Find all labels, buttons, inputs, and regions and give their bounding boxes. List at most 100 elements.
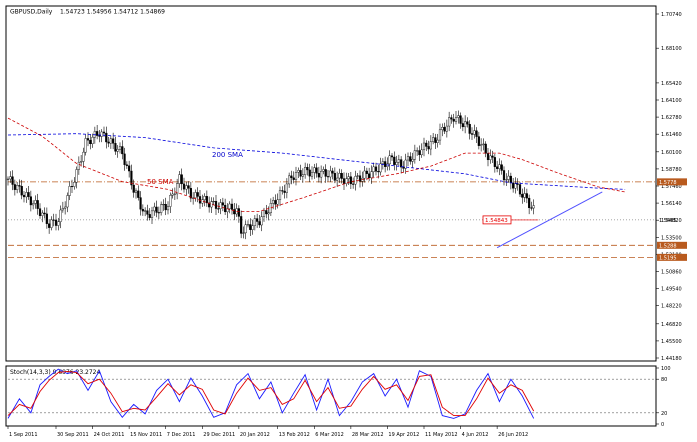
level-label: 1.5288 <box>659 243 677 249</box>
candle-body <box>320 170 323 178</box>
level-label: 1.5485 <box>659 218 677 224</box>
candle-body <box>178 174 181 184</box>
candle-body <box>518 184 522 195</box>
candle-body <box>176 183 179 195</box>
candle-body <box>281 190 284 192</box>
candle-body <box>498 164 501 169</box>
current-price-marker: 1.54843 <box>482 215 539 225</box>
x-tick-label: 20 Jan 2012 <box>240 432 270 438</box>
candle-body <box>9 176 12 180</box>
candle-body <box>377 171 380 173</box>
candle-body <box>233 209 236 215</box>
candle-body <box>77 161 80 170</box>
candle-body <box>144 210 147 212</box>
candle-body <box>473 130 476 135</box>
candle-body <box>317 173 320 178</box>
candle-body <box>18 185 21 187</box>
price-y-tick-label: 1.44180 <box>661 356 682 362</box>
candle-body <box>208 202 211 208</box>
candle-body <box>272 200 275 204</box>
candle-body <box>221 202 224 206</box>
candle-body <box>38 208 42 216</box>
candle-body <box>500 164 503 171</box>
candle-body <box>13 184 16 190</box>
candle-body <box>528 197 531 209</box>
candle-body <box>256 218 259 222</box>
candle-body <box>448 117 451 127</box>
candle-body <box>224 204 227 213</box>
candle-body <box>397 159 400 163</box>
candle-body <box>457 115 460 118</box>
candle-body <box>251 225 254 230</box>
candle-body <box>228 203 231 209</box>
candle-body <box>338 173 341 179</box>
candle-body <box>230 203 234 210</box>
candle-body <box>25 192 28 198</box>
price-y-tick-label: 1.46820 <box>661 322 682 328</box>
candle-body <box>509 175 512 184</box>
price-panel-frame <box>5 5 657 362</box>
candle-body <box>413 150 416 160</box>
candle-body <box>342 178 346 184</box>
sma-200-label: 200 SMA <box>212 151 243 159</box>
candle-body <box>260 216 263 226</box>
candle-body <box>306 167 309 171</box>
candle-body <box>98 135 101 137</box>
candle-body <box>301 174 304 177</box>
price-chart-title: GBPUSD,Daily <box>10 9 53 16</box>
candle-body <box>505 179 508 181</box>
candle-body <box>470 133 474 135</box>
candle-body <box>73 182 76 187</box>
candle-body <box>66 195 69 208</box>
candle-body <box>489 155 492 161</box>
candle-body <box>80 161 83 163</box>
candle-body <box>304 167 307 175</box>
x-tick-label: 19 Apr 2012 <box>388 432 419 438</box>
candle-body <box>358 175 362 182</box>
price-y-tick-label: 1.61460 <box>661 132 682 138</box>
time-x-axis: 1 Sep 2011 30 Sep 2011 24 Oct 2011 15 Nov 2… <box>7 426 528 438</box>
candle-body <box>324 169 327 177</box>
stoch-y-axis: 100 80 20 0 <box>656 366 671 428</box>
candle-body <box>20 185 23 196</box>
candle-body <box>150 210 154 218</box>
candle-body <box>134 190 138 193</box>
stoch-y-tick-label: 80 <box>661 377 667 383</box>
x-tick-label: 30 Sep 2011 <box>57 432 89 438</box>
trendline <box>496 191 603 249</box>
candle-body <box>173 193 176 195</box>
price-y-tick-label: 1.65420 <box>661 81 682 87</box>
price-y-tick-label: 1.70740 <box>661 12 682 18</box>
candle-body <box>459 115 462 124</box>
price-y-tick-label: 1.54820 <box>661 218 682 224</box>
candle-body <box>388 155 391 165</box>
candle-body <box>516 183 519 185</box>
candle-body <box>310 172 314 177</box>
price-y-tick-label: 1.64100 <box>661 98 682 104</box>
candle-body <box>109 138 112 144</box>
candle-body <box>89 139 92 145</box>
candle-body <box>283 190 286 193</box>
x-tick-label: 15 Nov 2011 <box>130 432 162 438</box>
candle-body <box>210 201 213 208</box>
candle-body <box>441 127 444 131</box>
candle-body <box>294 172 298 180</box>
candle-body <box>395 162 398 165</box>
candle-body <box>482 143 485 145</box>
candle-body <box>384 161 387 167</box>
candle-body <box>169 195 172 207</box>
candle-body <box>171 193 174 196</box>
sma-50-line <box>7 117 626 212</box>
candle-body <box>411 159 414 162</box>
stoch-title: Stoch(14,3,3) 9.6976 23.2724 <box>10 369 101 376</box>
candle-body <box>70 186 74 188</box>
candle-body <box>112 138 115 144</box>
candle-body <box>345 178 348 184</box>
x-tick-label: 11 May 2012 <box>425 432 458 438</box>
candle-body <box>265 210 268 215</box>
x-tick-label: 28 Mar 2012 <box>352 432 384 438</box>
candle-body <box>84 138 87 153</box>
x-tick-label: 26 Jun 2012 <box>498 432 528 438</box>
candle-body <box>68 186 71 196</box>
